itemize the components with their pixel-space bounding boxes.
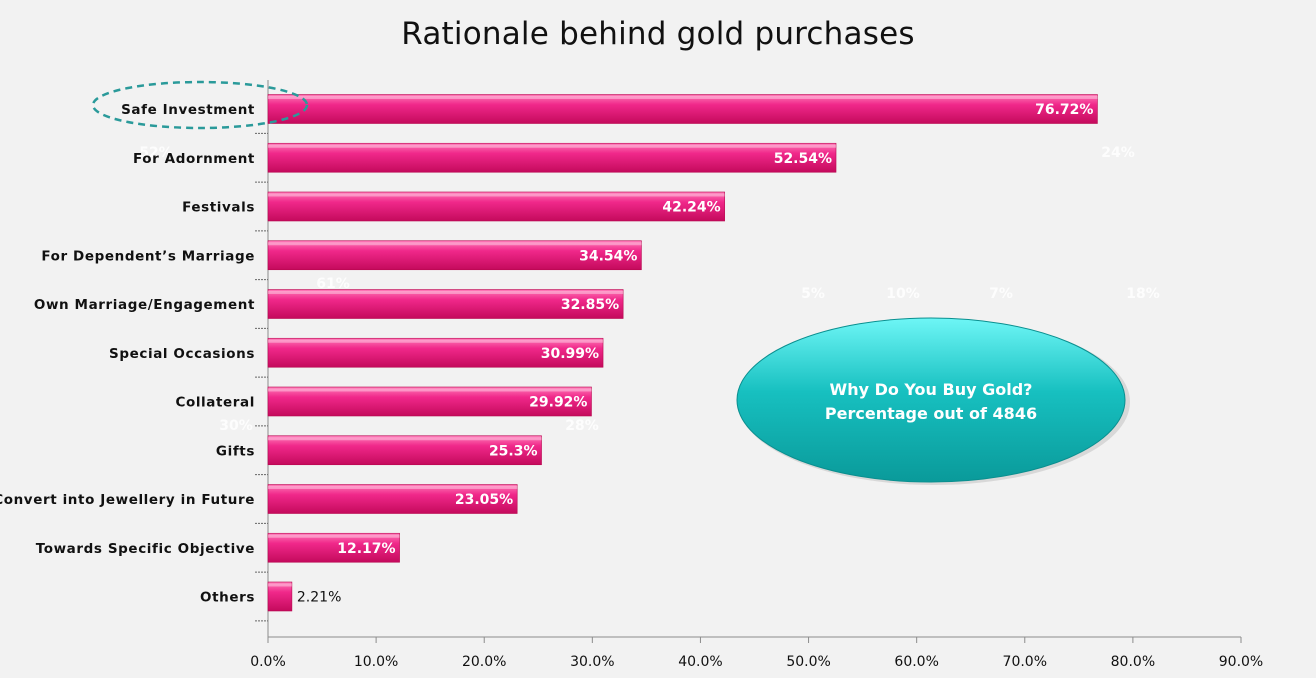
category-label: Others (200, 590, 255, 606)
background-percent-label: 28% (565, 418, 599, 434)
data-label: 12.17% (337, 541, 395, 557)
bar (267, 386, 592, 417)
category-label: For Adornment (133, 151, 255, 167)
category-label: Towards Specific Objective (36, 541, 255, 557)
category-label: Special Occasions (109, 346, 255, 362)
bar-highlight (268, 339, 604, 343)
bar (267, 532, 400, 563)
bar (267, 581, 293, 612)
callout-text: Why Do You Buy Gold? (830, 380, 1033, 399)
bar (267, 337, 604, 368)
bar (267, 435, 542, 466)
callout-text: Percentage out of 4846 (825, 404, 1037, 423)
x-tick-label: 80.0% (1111, 654, 1155, 670)
chart-title: Rationale behind gold purchases (401, 16, 915, 52)
background-percent-label: 5% (801, 286, 825, 302)
category-label: Own Marriage/Engagement (34, 297, 255, 313)
data-label: 23.05% (455, 492, 513, 508)
bar-highlight (268, 242, 642, 246)
background-percent-label: 61% (316, 276, 350, 292)
bar-highlight (268, 144, 837, 148)
background-percent-label: 52% (139, 145, 173, 161)
category-label: For Dependent’s Marriage (41, 248, 255, 264)
bar-highlight (268, 437, 542, 441)
bar (267, 94, 1098, 124)
bar (267, 142, 837, 173)
category-label: Gifts (216, 443, 255, 459)
x-tick-label: 10.0% (354, 654, 398, 670)
x-tick-label: 90.0% (1219, 654, 1263, 670)
bar (267, 191, 725, 222)
category-label: Festivals (182, 200, 255, 216)
bar-highlight (268, 291, 624, 294)
bar (267, 289, 624, 319)
callout-ellipse (736, 317, 1126, 483)
x-tick-label: 30.0% (570, 654, 614, 670)
bar-highlight (268, 534, 400, 538)
x-tick-label: 20.0% (462, 654, 506, 670)
bar-highlight (268, 388, 592, 392)
bar-highlight (268, 583, 292, 587)
background-percent-label: 7% (989, 286, 1013, 302)
bar-highlight (268, 486, 518, 489)
background-percent-label: 10% (886, 286, 920, 302)
x-tick-label: 40.0% (678, 654, 722, 670)
category-label: Convert into Jewellery in Future (0, 492, 255, 508)
background-percent-label: 18% (1126, 286, 1160, 302)
x-tick-label: 0.0% (250, 654, 286, 670)
data-label: 34.54% (579, 248, 637, 264)
x-tick-label: 50.0% (786, 654, 830, 670)
x-tick-label: 60.0% (894, 654, 938, 670)
data-label: 2.21% (297, 590, 341, 606)
bar-highlight (268, 96, 1098, 99)
data-label: 52.54% (774, 151, 832, 167)
background-percent-label: 30% (219, 418, 253, 434)
bar-highlight (268, 193, 725, 197)
bar (267, 484, 518, 514)
data-label: 32.85% (561, 297, 619, 313)
data-label: 29.92% (529, 395, 587, 411)
data-label: 25.3% (489, 443, 538, 459)
category-label: Collateral (175, 395, 255, 411)
background-percent-label: 24% (1101, 145, 1135, 161)
category-label: Safe Investment (121, 102, 255, 118)
bar (267, 240, 642, 271)
data-label: 30.99% (541, 346, 599, 362)
highlight-ellipse (91, 80, 309, 130)
data-label: 76.72% (1035, 102, 1093, 118)
x-tick-label: 70.0% (1003, 654, 1047, 670)
data-label: 42.24% (662, 200, 720, 216)
